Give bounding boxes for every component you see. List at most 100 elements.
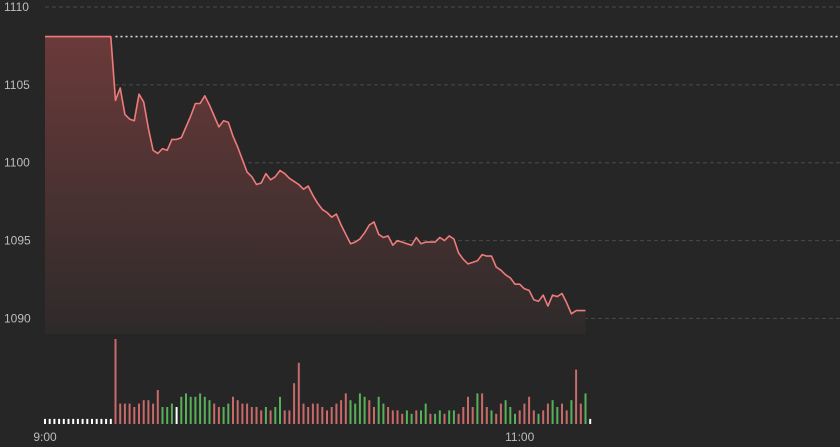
volume-bar	[429, 413, 432, 424]
volume-bar	[241, 403, 244, 424]
volume-bar	[147, 400, 150, 424]
volume-bar	[405, 410, 408, 424]
price-area-fill	[45, 36, 586, 334]
volume-bar	[297, 362, 300, 424]
volume-bar	[279, 396, 281, 424]
volume-bar	[264, 407, 267, 424]
volume-bar	[452, 410, 455, 424]
volume-bar	[138, 403, 140, 424]
y-axis-tick-labels: 1090 1095 1100 1105 1110	[4, 0, 31, 325]
volume-bar	[443, 413, 446, 424]
volume-bar	[401, 413, 404, 424]
volume-bar	[358, 393, 361, 424]
volume-bar	[565, 410, 568, 424]
volume-bar	[53, 418, 56, 424]
volume-bar	[48, 418, 51, 424]
volume-bar	[448, 410, 451, 424]
volume-bar	[514, 413, 516, 424]
volume-bar	[368, 400, 371, 424]
volume-bar	[250, 407, 253, 424]
volume-bar	[293, 383, 296, 424]
volume-bar	[467, 396, 469, 424]
volume-bar	[123, 403, 126, 424]
volume-bar	[377, 396, 380, 424]
volume-bar	[283, 410, 286, 424]
volume-bar	[335, 403, 338, 424]
volume-bar	[340, 400, 343, 424]
y-tick-label: 1090	[4, 311, 31, 325]
volume-bar	[161, 407, 164, 424]
volume-bar	[274, 407, 277, 424]
volume-bar	[105, 418, 108, 424]
volume-bar	[481, 393, 484, 424]
volume-bar	[509, 407, 512, 424]
y-tick-label: 1100	[4, 156, 30, 170]
volume-bar	[316, 403, 319, 424]
volume-bar	[344, 393, 347, 424]
volume-bar	[396, 410, 399, 424]
volume-bar	[203, 396, 206, 424]
volume-bar	[156, 390, 159, 424]
volume-bar	[302, 403, 305, 424]
volume-bar	[391, 410, 394, 424]
volume-bar	[311, 403, 314, 424]
volume-bar	[133, 407, 136, 424]
volume-bar	[415, 410, 418, 424]
volume-bar	[518, 410, 521, 424]
volume-bar	[476, 393, 479, 424]
volume-bar	[589, 418, 592, 424]
volume-bar	[551, 400, 554, 424]
volume-bar	[152, 403, 155, 424]
volume-bar	[462, 407, 465, 424]
volume-bar	[490, 410, 493, 424]
volume-bar	[86, 418, 89, 424]
volume-bar	[217, 407, 220, 424]
volume-bar	[208, 400, 211, 424]
volume-bar	[213, 403, 216, 424]
volume-bar	[100, 418, 103, 424]
volume-bar	[330, 407, 333, 424]
volume-bar	[109, 418, 112, 424]
volume-bar	[321, 407, 324, 424]
volume-bar	[170, 403, 173, 424]
volume-bar	[410, 413, 413, 424]
y-tick-label: 1110	[4, 0, 29, 14]
volume-bar	[438, 410, 441, 424]
volume-bar	[485, 407, 488, 424]
volume-bar	[166, 407, 169, 424]
volume-bar	[236, 400, 239, 424]
volume-bar	[114, 339, 117, 424]
volume-bar	[58, 418, 61, 424]
volume-bar	[504, 400, 507, 424]
volume-bar	[420, 410, 422, 424]
volume-bar	[185, 393, 187, 424]
volume-bar	[434, 413, 437, 424]
volume-bar	[570, 400, 573, 424]
volume-bar	[128, 403, 131, 424]
volume-bar	[194, 396, 197, 424]
volume-bar	[354, 403, 357, 424]
volume-bar	[373, 407, 375, 424]
volume-bar	[579, 403, 582, 424]
volume-bar	[495, 413, 498, 424]
volume-bars	[44, 339, 592, 424]
x-tick-label: 9:00	[33, 430, 57, 444]
volume-bar	[269, 410, 272, 424]
volume-bar	[255, 407, 258, 424]
volume-bar	[76, 418, 79, 424]
x-tick-label: 11:00	[505, 430, 534, 444]
volume-bar	[349, 400, 352, 424]
volume-bar	[95, 418, 98, 424]
volume-bar	[189, 396, 192, 424]
volume-bar	[72, 418, 75, 424]
volume-bar	[561, 403, 563, 424]
volume-bar	[246, 403, 249, 424]
volume-bar	[199, 393, 202, 424]
x-axis-tick-labels: 9:00 11:00	[33, 430, 534, 444]
volume-bar	[91, 418, 93, 424]
volume-bar	[523, 403, 526, 424]
volume-bar	[81, 418, 84, 424]
volume-bar	[44, 418, 46, 424]
volume-bar	[457, 413, 460, 424]
